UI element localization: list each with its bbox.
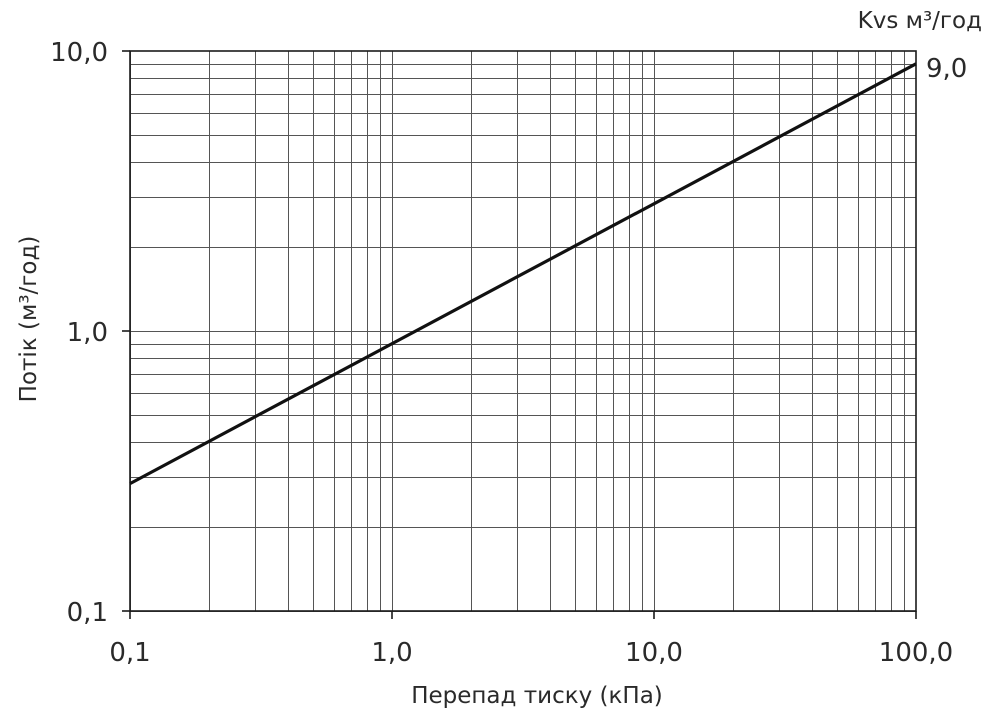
plot-frame <box>129 50 917 612</box>
x-tick-label: 1,0 <box>371 638 412 668</box>
series-value-label: 9,0 <box>926 54 967 84</box>
y-tick-label: 0,1 <box>67 598 108 628</box>
y-axis-label: Потік (м³/год) <box>16 236 42 403</box>
y-tick-label: 1,0 <box>67 318 108 348</box>
x-axis-label: Перепад тиску (кПа) <box>411 683 663 709</box>
grid <box>122 50 917 619</box>
x-tick-label: 10,0 <box>625 638 683 668</box>
series-layer <box>129 62 917 486</box>
tick-labels: 0,1 1,0 10,0 100,0 0,1 1,0 10,0 <box>50 38 953 668</box>
x-tick-label: 0,1 <box>109 638 150 668</box>
series-line <box>129 62 917 486</box>
x-tick-label: 100,0 <box>879 638 953 668</box>
y-tick-label: 10,0 <box>50 38 108 68</box>
series-legend-title: Kvs м³/год <box>858 8 982 34</box>
